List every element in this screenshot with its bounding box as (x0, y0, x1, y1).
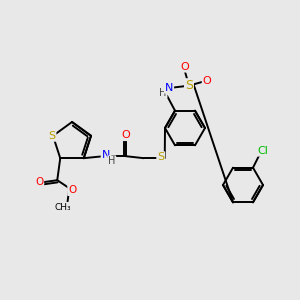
Text: H: H (159, 88, 167, 98)
Text: S: S (185, 79, 193, 92)
Text: O: O (202, 76, 211, 86)
Text: O: O (122, 130, 130, 140)
Text: O: O (181, 62, 189, 72)
Text: N: N (102, 150, 110, 160)
Text: H: H (108, 156, 116, 166)
Text: O: O (68, 185, 76, 195)
Text: N: N (165, 83, 173, 93)
Text: O: O (35, 177, 44, 187)
Text: S: S (157, 152, 164, 162)
Text: Cl: Cl (258, 146, 268, 156)
Text: CH₃: CH₃ (55, 203, 72, 212)
Text: S: S (48, 131, 56, 141)
